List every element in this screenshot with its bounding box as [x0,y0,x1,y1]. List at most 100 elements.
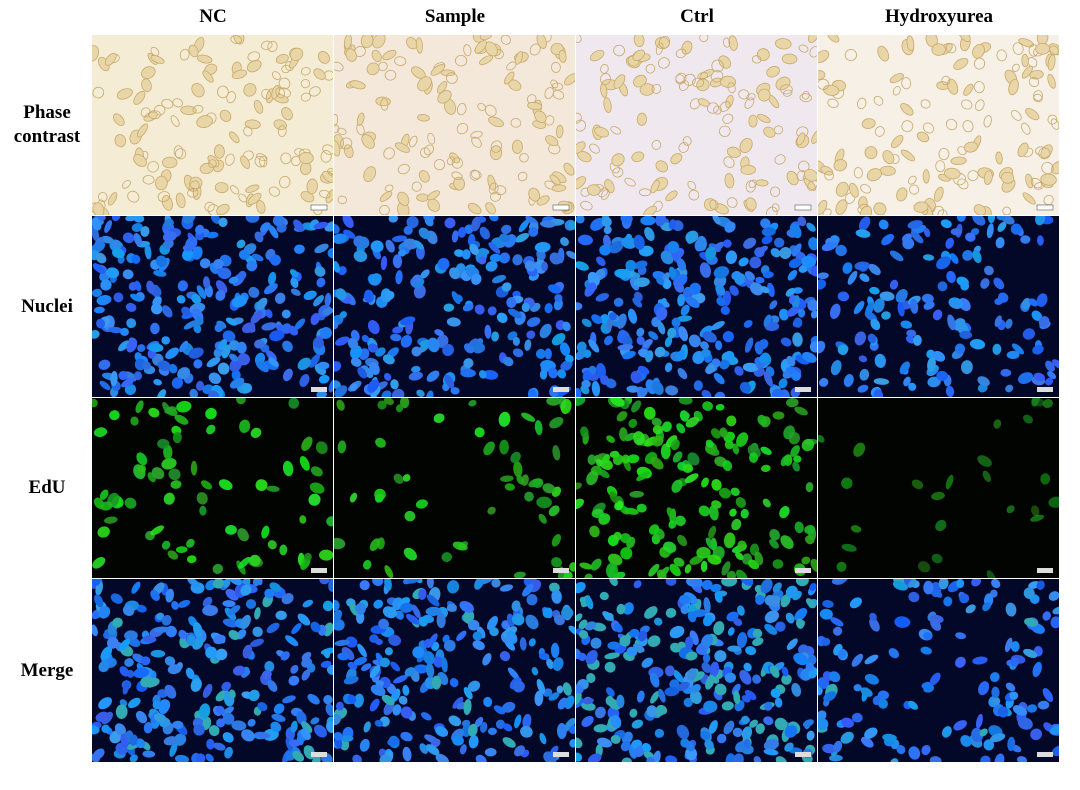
cell [765,206,778,215]
cell [864,673,879,685]
cell [553,614,565,626]
cell [112,113,125,127]
cell [827,98,839,108]
cell [472,631,483,641]
cell [228,276,239,284]
cell [764,595,777,606]
cell [631,719,644,729]
cell [455,54,468,67]
cell [499,439,509,455]
cell [591,380,601,397]
cell [238,249,250,260]
cell [784,742,794,752]
cell [290,288,301,296]
cell [153,378,162,386]
cell [374,719,384,727]
cell [987,216,996,224]
cell [317,361,330,370]
cell [1030,514,1044,522]
cell [956,216,966,222]
cell [334,320,339,330]
cell [526,594,538,606]
cell [997,706,1009,718]
cell [188,44,199,58]
cell [664,686,680,697]
cell [337,266,347,276]
micrograph-panel [334,216,575,397]
cell [193,622,203,638]
cell [675,515,686,527]
cell [485,261,498,272]
cell [622,350,636,360]
cell [403,238,418,250]
cell [252,626,263,638]
cell [426,390,434,397]
cell [1002,206,1012,215]
cell [1021,298,1032,310]
cell [808,237,817,251]
cell [403,225,413,235]
row-label: Phase contrast [13,102,81,147]
cell [426,594,440,607]
cell [528,187,541,202]
cell [724,221,736,233]
cell [137,344,146,353]
cell [614,268,631,279]
cell [948,297,964,309]
cell [749,719,758,728]
cell [188,180,200,192]
cell [994,315,1002,327]
cell [857,384,869,393]
cell [923,580,934,595]
cell [218,479,233,491]
cell [363,289,374,303]
cell [671,479,683,493]
cell [612,167,624,178]
cell [153,270,167,277]
cell [835,244,847,257]
cell [678,398,693,405]
cell [374,488,386,501]
cell [261,322,277,331]
cell [732,443,739,455]
cell [576,141,586,154]
cell [549,174,561,186]
cell [206,424,216,435]
cell [555,124,564,139]
cell [384,647,393,656]
cell [665,435,678,448]
cell [775,38,792,50]
cell [299,374,310,387]
cell [92,556,106,569]
cell [630,370,642,384]
cell [328,579,333,592]
cell [701,634,713,649]
cell [1011,343,1025,355]
cell [819,378,829,387]
cell [769,538,779,549]
cell [778,308,789,321]
cell [735,497,746,508]
cell [109,410,120,421]
cell [672,451,683,463]
cell [669,625,685,639]
cell [550,745,559,755]
cell [231,720,247,731]
cell [752,637,764,646]
cell [540,220,556,228]
cell [803,169,817,182]
cell [343,675,359,685]
cell [510,451,521,464]
cell [799,93,812,103]
cell [1025,173,1034,189]
cell [550,79,559,89]
cell [787,269,798,281]
cell [427,190,440,201]
cell [664,362,673,373]
cell [864,654,879,665]
cell [617,344,634,351]
cell [175,192,186,209]
cell [627,308,638,324]
cell [324,220,333,232]
cell [254,732,271,739]
